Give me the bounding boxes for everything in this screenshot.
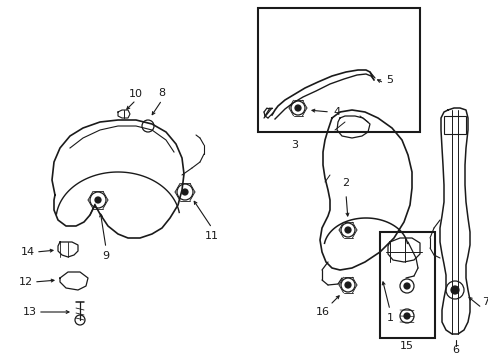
Text: 3: 3 — [291, 140, 298, 150]
Text: 14: 14 — [21, 247, 35, 257]
Bar — [443, 116, 465, 134]
Bar — [258, 8, 419, 132]
Text: 9: 9 — [102, 251, 109, 261]
Bar — [379, 232, 434, 338]
Text: 1: 1 — [386, 313, 393, 323]
Text: 2: 2 — [342, 178, 349, 188]
Circle shape — [182, 189, 187, 195]
Circle shape — [450, 286, 458, 294]
Circle shape — [345, 282, 350, 288]
Text: 11: 11 — [204, 231, 219, 241]
Circle shape — [95, 197, 101, 203]
Text: 8: 8 — [158, 88, 165, 98]
Circle shape — [403, 283, 409, 289]
Text: 13: 13 — [23, 307, 37, 317]
Circle shape — [294, 105, 301, 111]
Text: 5: 5 — [386, 75, 393, 85]
Circle shape — [345, 227, 350, 233]
Text: 15: 15 — [399, 341, 413, 351]
Text: 10: 10 — [129, 89, 142, 99]
Text: 7: 7 — [482, 297, 488, 307]
Text: 16: 16 — [315, 307, 329, 317]
Text: 4: 4 — [333, 107, 340, 117]
Circle shape — [403, 313, 409, 319]
Text: 6: 6 — [451, 345, 459, 355]
Text: 12: 12 — [19, 277, 33, 287]
